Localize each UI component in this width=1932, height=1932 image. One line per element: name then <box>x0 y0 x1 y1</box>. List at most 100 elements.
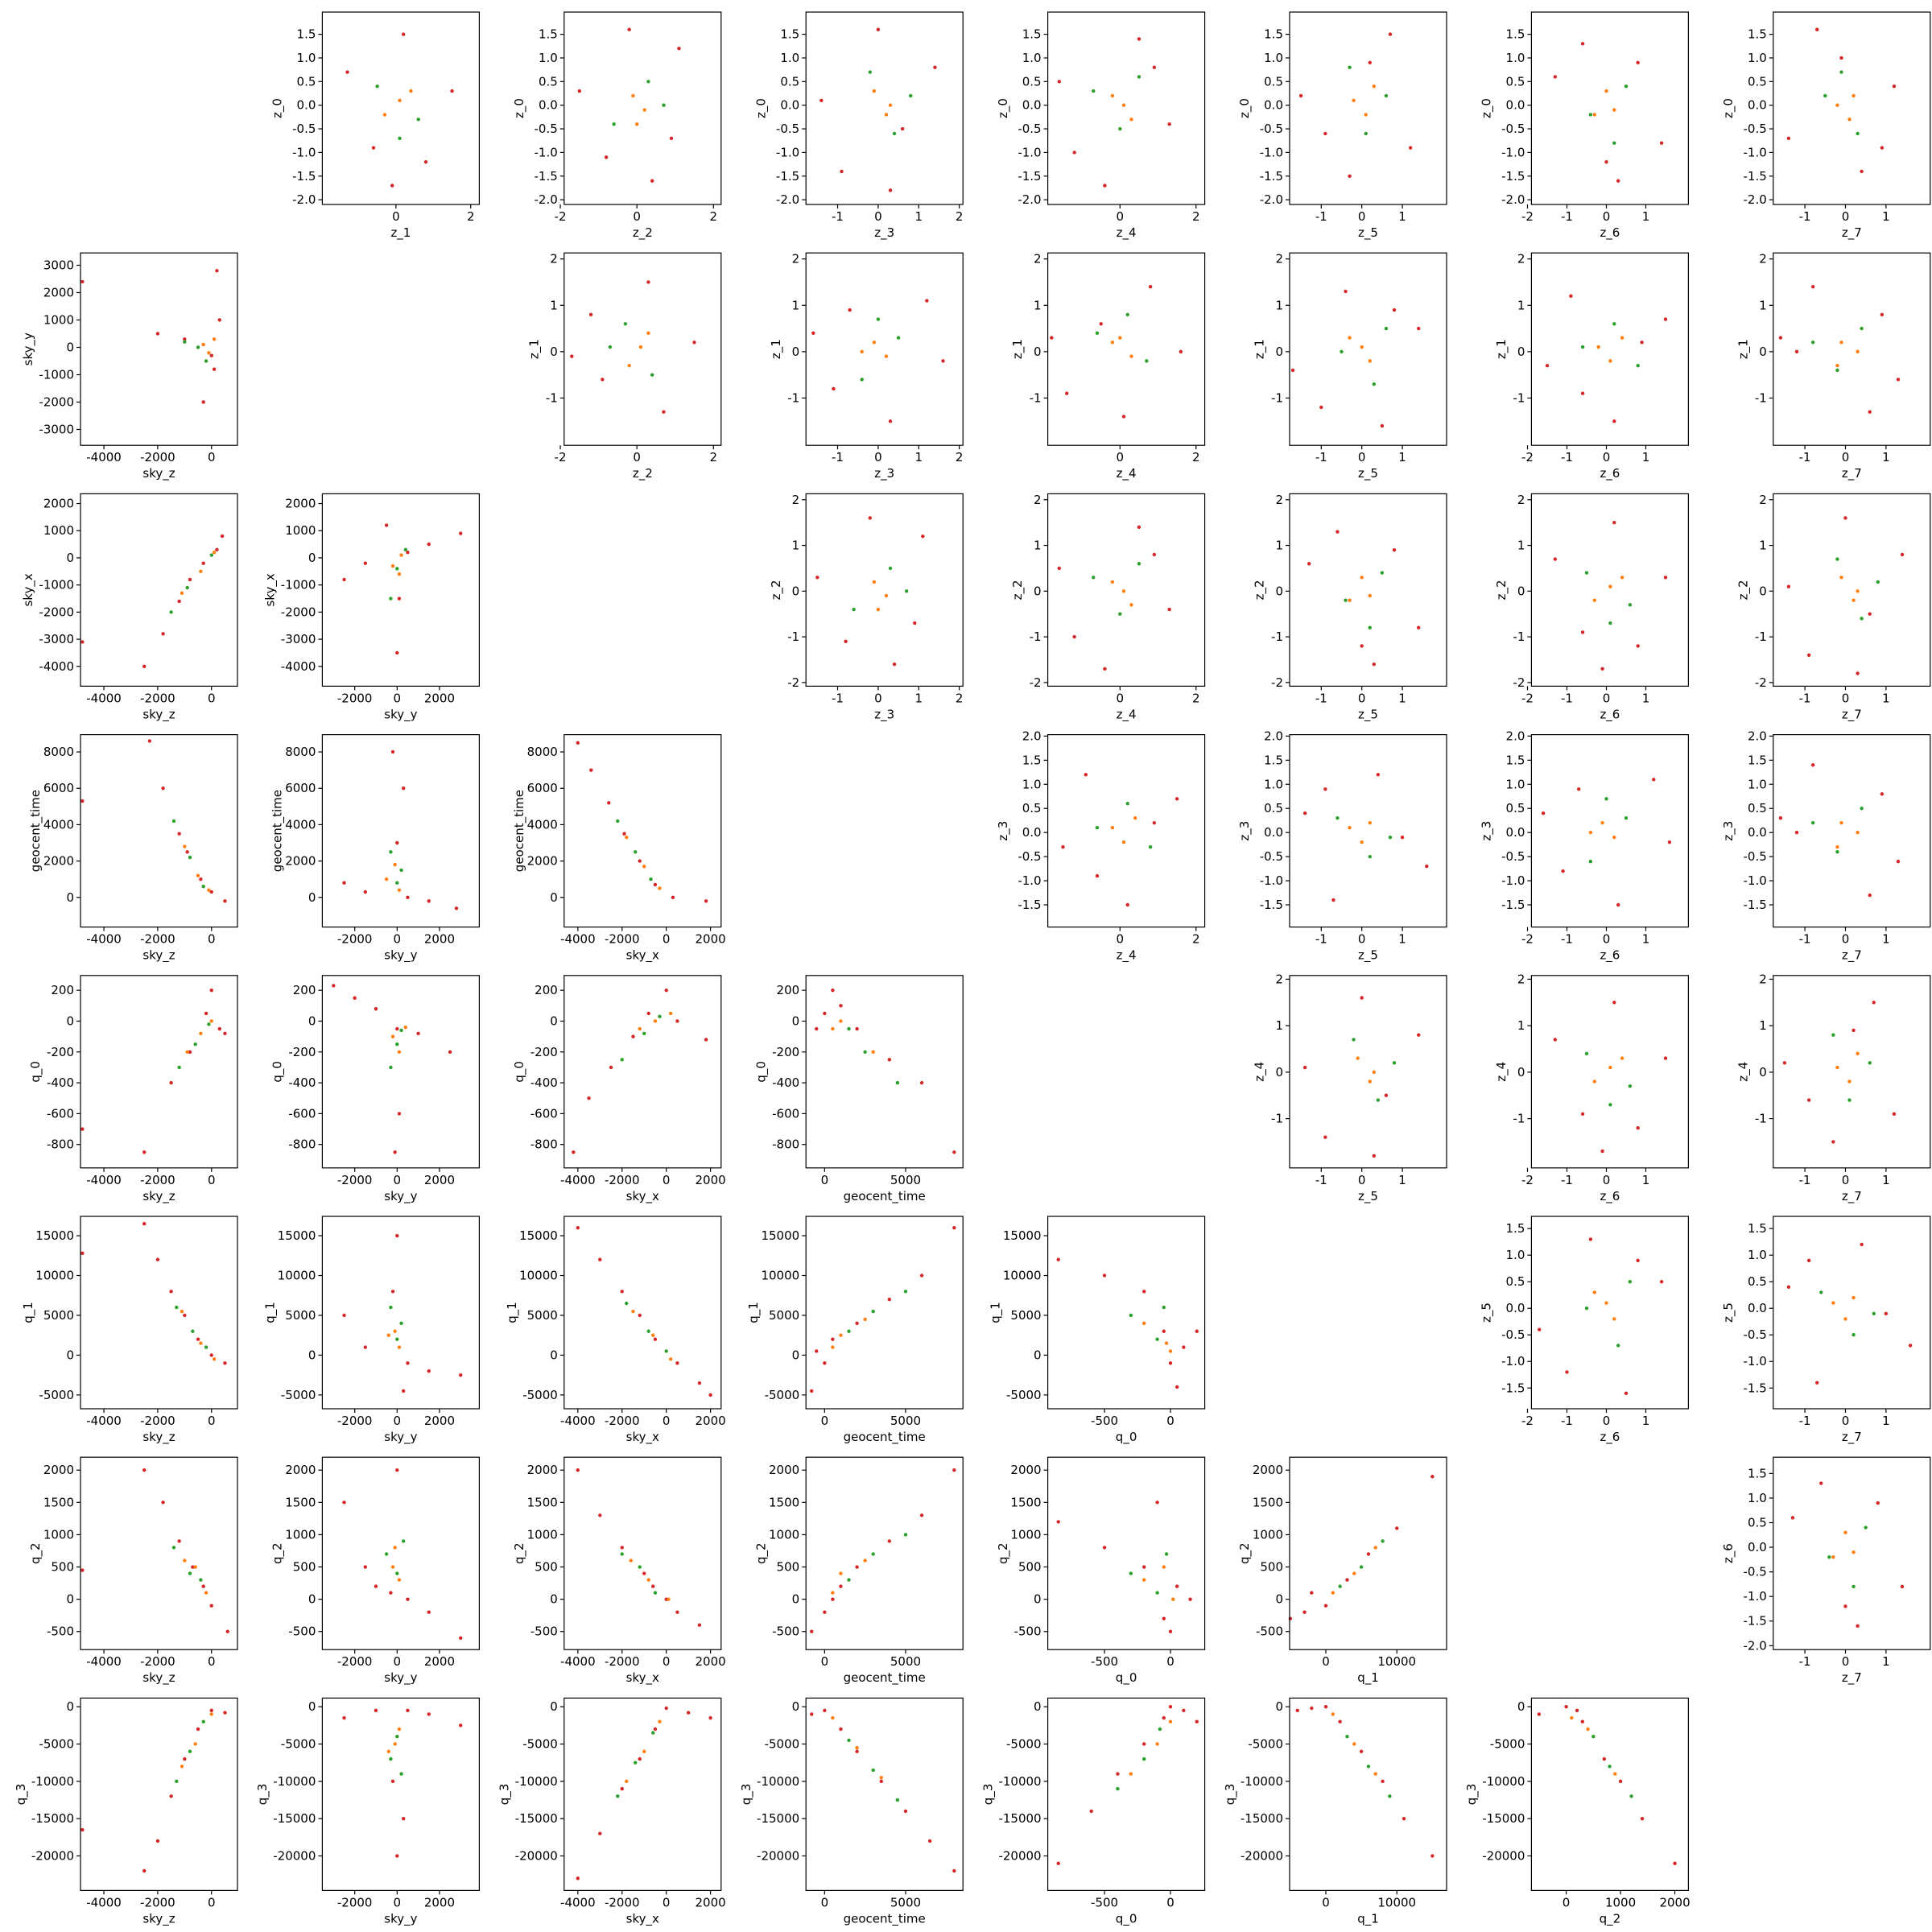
point <box>393 1329 397 1333</box>
y-tick-label: -2000 <box>281 605 316 619</box>
point <box>395 840 399 845</box>
y-tick-label: -1.5 <box>1501 898 1525 912</box>
point <box>675 1610 679 1614</box>
y-tick-label: 1000 <box>769 1527 799 1542</box>
point <box>1121 415 1126 419</box>
y-axis-label: z_4 <box>1253 1062 1268 1082</box>
axes-frame <box>1046 1216 1206 1410</box>
y-tick-label: -1 <box>787 390 799 405</box>
y-tick-label: 0.0 <box>1022 98 1042 113</box>
point <box>847 1578 851 1582</box>
y-tick-label: 1.0 <box>1748 1491 1767 1505</box>
x-axis-label: z_7 <box>1842 466 1862 481</box>
point <box>823 1610 827 1614</box>
point <box>80 279 85 284</box>
point <box>185 1050 189 1054</box>
point <box>1121 103 1126 107</box>
x-tick-label: 0 <box>394 1173 402 1187</box>
x-tick-label: 0 <box>1603 932 1611 947</box>
point <box>427 899 431 903</box>
y-tick-label: -2 <box>1755 675 1767 690</box>
point <box>1613 1772 1617 1776</box>
point <box>1056 1861 1060 1865</box>
point <box>646 1329 650 1333</box>
y-tick-label: 0 <box>1275 1592 1283 1607</box>
x-axis-label: sky_x <box>626 1189 659 1204</box>
x-tick-label: -4000 <box>86 1654 122 1669</box>
y-tick-label: 0.5 <box>1264 74 1283 89</box>
point <box>209 1019 213 1023</box>
y-tick-label: 1.0 <box>1506 777 1525 791</box>
point <box>374 1584 378 1588</box>
point <box>342 881 346 885</box>
point <box>1366 1765 1371 1769</box>
y-tick-label: -2 <box>1513 675 1525 690</box>
y-tick-label: -10000 <box>757 1774 799 1789</box>
x-tick-label: 0 <box>1322 1654 1330 1669</box>
point <box>215 547 219 552</box>
point <box>831 1591 835 1595</box>
x-tick-label: 2 <box>710 450 718 464</box>
point <box>1065 391 1069 395</box>
point <box>1620 336 1624 340</box>
point <box>1586 1727 1590 1732</box>
point <box>382 113 387 117</box>
y-tick-label: 200 <box>51 983 74 997</box>
y-tick-label: 1.5 <box>539 27 558 42</box>
point <box>80 1127 85 1131</box>
subplot: -4000 -2000 0 2000-20000-15000-10000-50000s… <box>497 1697 726 1926</box>
point <box>1628 1084 1633 1088</box>
y-tick-label: 1000 <box>43 1527 74 1542</box>
point <box>209 1353 213 1357</box>
point <box>209 890 213 894</box>
x-axis-label: z_7 <box>1842 948 1862 964</box>
y-axis-label: q_3 <box>14 1784 29 1806</box>
point <box>1344 289 1348 294</box>
point <box>831 1026 835 1031</box>
x-tick-label: -4000 <box>86 1414 122 1428</box>
y-tick-label: -1 <box>1513 630 1525 644</box>
point <box>1142 1321 1146 1326</box>
axes-frame <box>1530 1216 1690 1410</box>
point <box>199 1341 203 1345</box>
point <box>1860 326 1864 331</box>
point <box>650 373 654 377</box>
axes-frame <box>1046 1456 1206 1650</box>
point <box>1121 589 1126 593</box>
point <box>1195 1329 1199 1333</box>
point <box>1352 1571 1356 1575</box>
point <box>1584 1307 1589 1311</box>
point <box>395 1735 399 1739</box>
axes-frame <box>564 1456 722 1650</box>
y-tick-label: 1000 <box>527 1527 558 1542</box>
y-axis-label: z_1 <box>1494 339 1509 359</box>
point <box>576 1468 580 1472</box>
y-tick-label: -1.0 <box>776 145 799 159</box>
point <box>1852 93 1856 98</box>
point <box>1892 84 1897 89</box>
point <box>1839 341 1843 345</box>
x-tick-label: -4000 <box>86 450 122 464</box>
subplot: 0 2 -2.0 -1.5 -1.0 -0.5 0.0 0.5 1.0 1.5 z_1 z_0 <box>270 11 480 241</box>
point <box>390 1565 395 1569</box>
x-tick-label: -2000 <box>337 1895 373 1909</box>
y-axis-label: q_0 <box>512 1061 527 1083</box>
point <box>895 1080 900 1085</box>
y-tick-label: -5000 <box>39 1388 74 1402</box>
y-tick-label: 1500 <box>527 1495 558 1509</box>
point <box>1612 322 1616 326</box>
point <box>1155 1337 1159 1341</box>
point <box>399 868 403 873</box>
point <box>1372 84 1377 89</box>
point <box>1368 854 1372 859</box>
subplot: -2000 0 2000 -5000 0 5000 10000 15000 sky_y q_1 <box>262 1216 480 1445</box>
y-tick-label: 0 <box>1759 1065 1767 1080</box>
point <box>1831 1033 1835 1037</box>
point <box>646 1011 650 1016</box>
point <box>1179 349 1183 354</box>
y-tick-label: 8000 <box>527 745 558 759</box>
point <box>1896 378 1901 382</box>
point <box>454 906 459 910</box>
